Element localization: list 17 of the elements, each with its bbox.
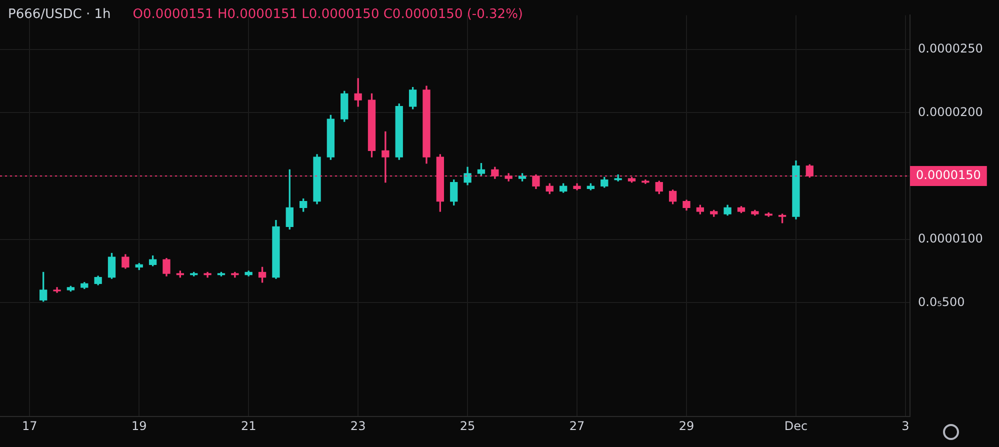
- chart-title: P666/USDC · 1h: [8, 7, 111, 22]
- y-tick-label: 0.0000250: [918, 42, 983, 56]
- x-tick-label: 27: [569, 418, 585, 433]
- candlestick: [354, 78, 362, 107]
- ref-line-label: 0.0000150: [916, 168, 981, 182]
- x-tick-label: 23: [350, 418, 366, 433]
- y-tick-label: 0.0000200: [918, 104, 983, 119]
- x-tick-label: 25: [460, 418, 476, 433]
- x-tick-label: 29: [678, 418, 694, 433]
- y-tick-label: 0.0000100: [918, 231, 983, 246]
- y-tick-label: 0.0₅500: [918, 294, 965, 309]
- x-tick-label: 17: [22, 418, 38, 433]
- x-tick-label: 21: [240, 418, 256, 433]
- x-tick-label: 3: [902, 418, 910, 433]
- x-tick-label: 19: [131, 418, 147, 433]
- x-tick-label: Dec: [784, 418, 808, 433]
- annotation: O0.0000151 H0.0000151 L0.0000150 C0.0000150 (-0.32%): [132, 7, 523, 22]
